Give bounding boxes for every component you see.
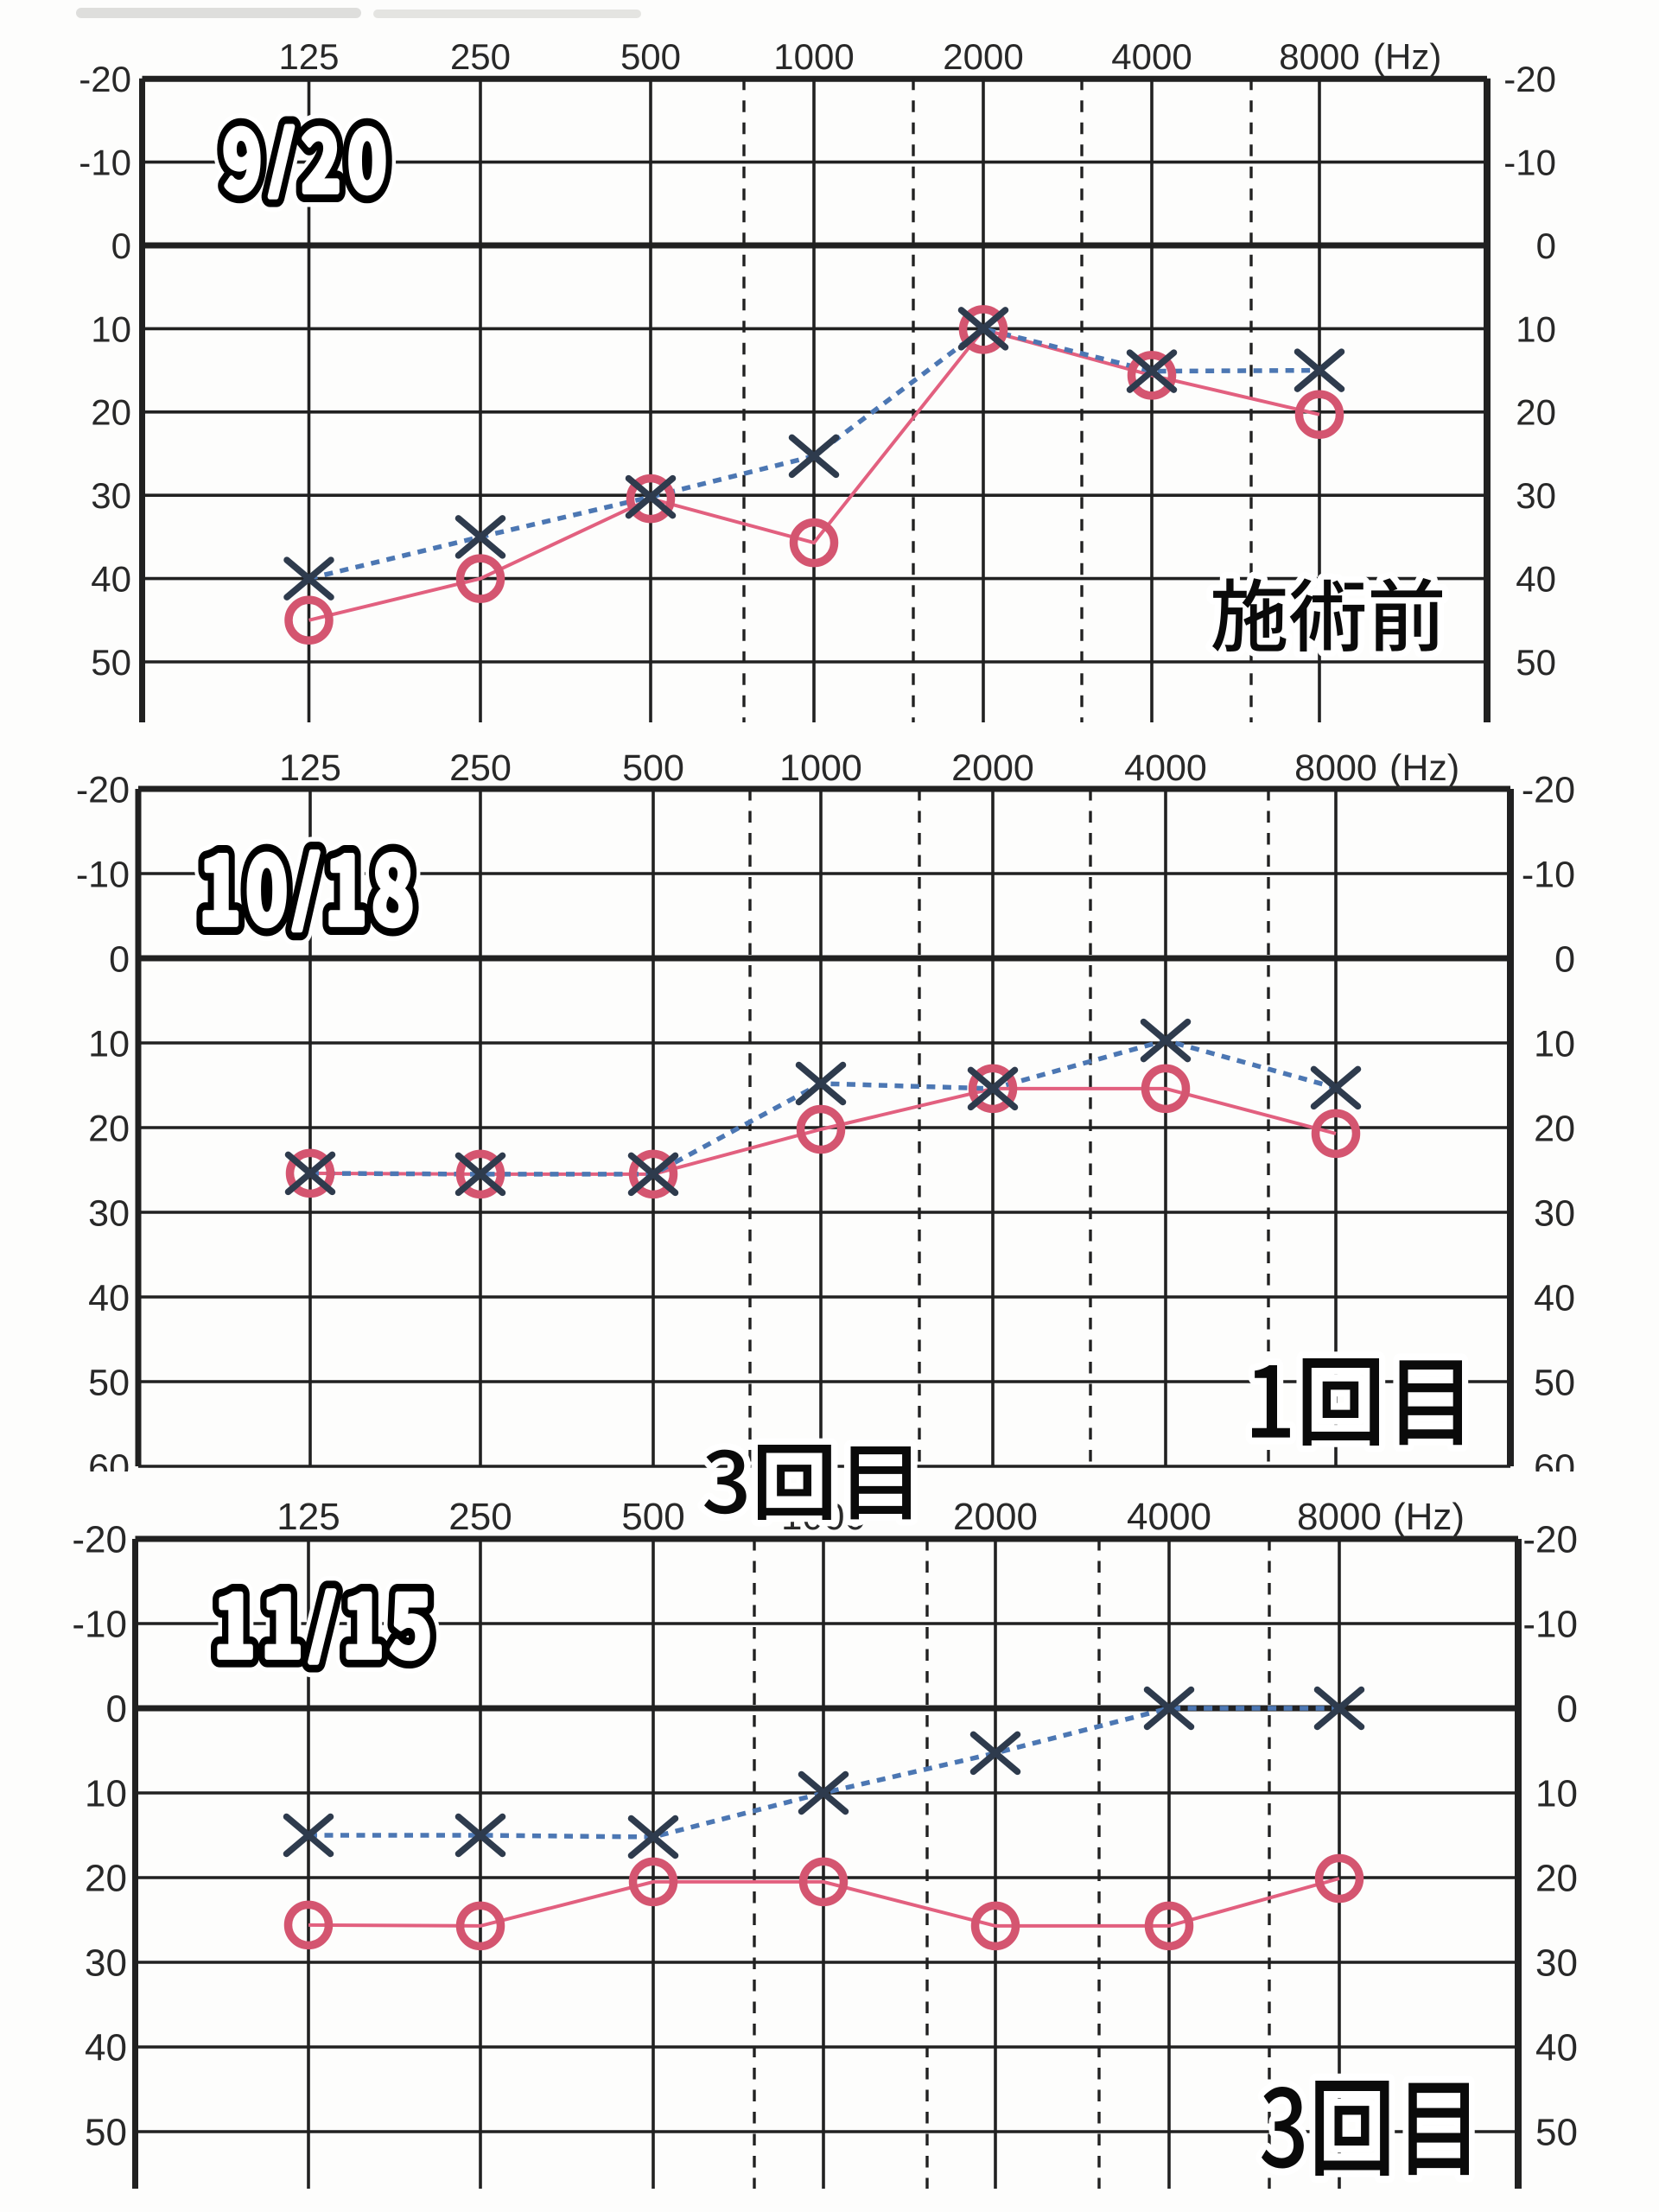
svg-text:20: 20	[1535, 1858, 1578, 1900]
svg-text:50: 50	[1534, 1362, 1575, 1403]
svg-text:0: 0	[1554, 938, 1575, 980]
svg-text:500: 500	[622, 747, 684, 789]
svg-text:40: 40	[1516, 559, 1556, 600]
svg-text:-20: -20	[1503, 59, 1556, 99]
svg-text:-10: -10	[1522, 1604, 1578, 1646]
svg-text:(Hz): (Hz)	[1393, 1496, 1465, 1538]
svg-text:50: 50	[91, 642, 131, 683]
svg-text:-10: -10	[1503, 143, 1556, 183]
svg-text:0: 0	[111, 226, 131, 266]
svg-text:0: 0	[109, 938, 130, 980]
svg-text:2000: 2000	[953, 1496, 1038, 1538]
svg-text:-20: -20	[72, 1519, 127, 1561]
svg-text:50: 50	[85, 2112, 127, 2154]
svg-text:30: 30	[91, 475, 131, 516]
svg-text:40: 40	[1535, 2027, 1578, 2069]
svg-text:10: 10	[1516, 308, 1556, 349]
svg-text:20: 20	[1516, 392, 1556, 433]
svg-text:250: 250	[450, 36, 511, 77]
svg-text:40: 40	[1534, 1277, 1575, 1319]
svg-text:20: 20	[85, 1858, 127, 1900]
svg-text:-10: -10	[79, 143, 131, 183]
svg-text:50: 50	[88, 1362, 130, 1403]
svg-text:30: 30	[1516, 475, 1556, 516]
svg-text:-20: -20	[1522, 769, 1575, 810]
svg-text:30: 30	[85, 1942, 127, 1985]
svg-text:40: 40	[91, 559, 131, 600]
svg-text:40: 40	[88, 1277, 130, 1319]
svg-text:-10: -10	[76, 854, 130, 895]
svg-text:8000: 8000	[1294, 747, 1377, 789]
svg-text:250: 250	[448, 1496, 512, 1538]
svg-text:10: 10	[1534, 1023, 1575, 1065]
svg-text:10: 10	[91, 308, 131, 349]
svg-text:30: 30	[88, 1192, 130, 1234]
svg-text:8000: 8000	[1279, 36, 1359, 77]
svg-text:4000: 4000	[1127, 1496, 1211, 1538]
svg-text:0: 0	[1557, 1688, 1578, 1731]
svg-text:500: 500	[621, 1496, 684, 1538]
svg-text:-20: -20	[1522, 1519, 1578, 1561]
svg-text:4000: 4000	[1111, 36, 1192, 77]
svg-text:(Hz): (Hz)	[1373, 36, 1441, 77]
svg-text:-20: -20	[76, 769, 130, 810]
svg-text:20: 20	[91, 392, 131, 433]
svg-text:125: 125	[276, 1496, 340, 1538]
svg-text:20: 20	[88, 1108, 130, 1149]
svg-text:30: 30	[1535, 1942, 1578, 1985]
svg-text:(Hz): (Hz)	[1389, 747, 1459, 789]
svg-text:-20: -20	[79, 59, 131, 99]
svg-text:-10: -10	[1522, 854, 1575, 895]
svg-text:-10: -10	[72, 1604, 127, 1646]
svg-text:10: 10	[85, 1773, 127, 1815]
svg-text:10: 10	[88, 1023, 130, 1065]
svg-text:1000: 1000	[773, 36, 854, 77]
svg-text:30: 30	[1534, 1192, 1575, 1234]
svg-text:125: 125	[278, 36, 339, 77]
svg-text:0: 0	[1536, 226, 1556, 266]
svg-text:2000: 2000	[943, 36, 1023, 77]
svg-text:4000: 4000	[1124, 747, 1207, 789]
svg-text:125: 125	[279, 747, 341, 789]
svg-text:20: 20	[1534, 1108, 1575, 1149]
svg-text:250: 250	[449, 747, 512, 789]
svg-text:2000: 2000	[951, 747, 1034, 789]
svg-text:50: 50	[1535, 2112, 1578, 2154]
svg-text:500: 500	[620, 36, 681, 77]
svg-text:40: 40	[85, 2027, 127, 2069]
svg-text:10: 10	[1535, 1773, 1578, 1815]
svg-text:50: 50	[1516, 642, 1556, 683]
svg-text:0: 0	[106, 1688, 127, 1731]
svg-text:1000: 1000	[779, 747, 862, 789]
svg-text:8000: 8000	[1297, 1496, 1382, 1538]
